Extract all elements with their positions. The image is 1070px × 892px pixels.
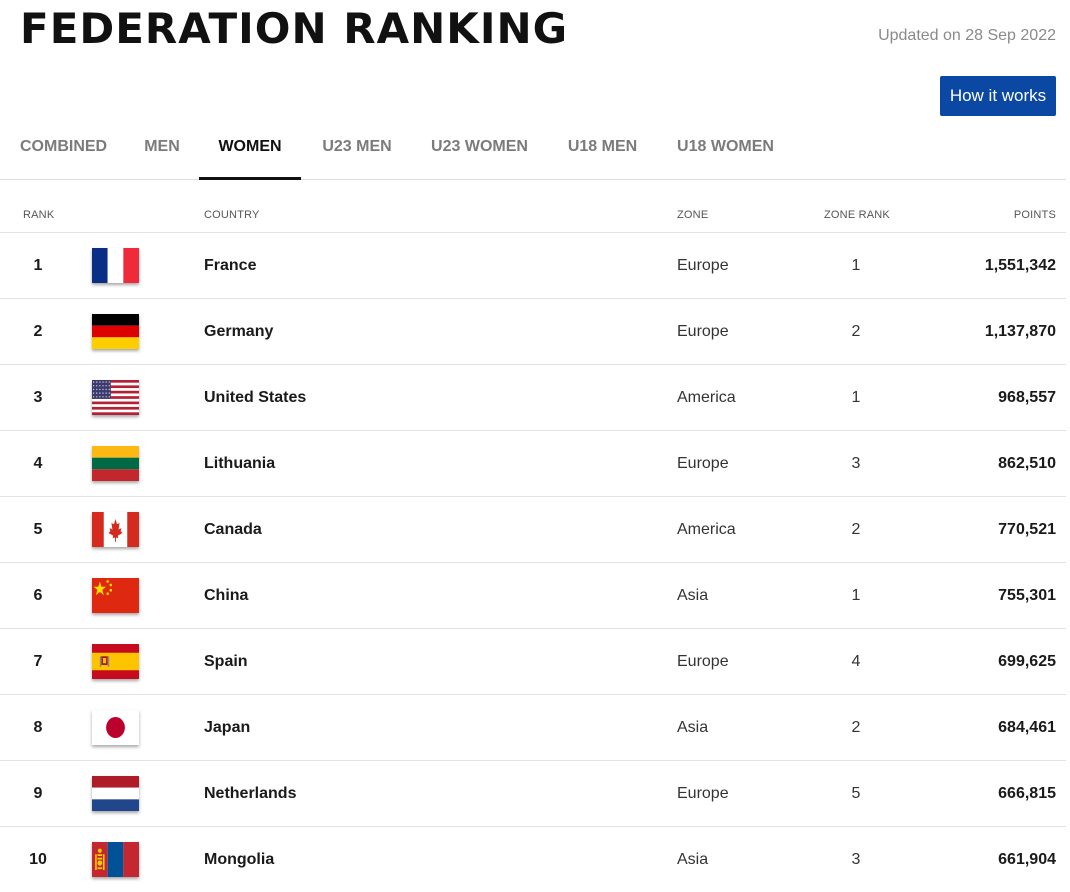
column-header-country[interactable]: COUNTRY <box>204 209 260 221</box>
points-cell: 1,137,870 <box>984 323 1056 340</box>
lithuania-flag-icon <box>92 446 139 481</box>
column-header-zone[interactable]: ZONE <box>677 209 709 221</box>
points-cell: 862,510 <box>998 455 1056 472</box>
table-row[interactable]: 4 Lithuania Europe 3 862,510 <box>0 431 1066 497</box>
zone-cell: Asia <box>677 851 709 868</box>
rank-cell: 6 <box>33 587 43 604</box>
rank-cell: 7 <box>33 653 43 670</box>
tab-women[interactable]: WOMEN <box>199 124 301 180</box>
zone-cell: Europe <box>677 257 729 274</box>
updated-date: Updated on 28 Sep 2022 <box>878 27 1056 44</box>
points-cell: 699,625 <box>998 653 1056 670</box>
spain-flag-icon <box>92 644 139 679</box>
rank-cell: 1 <box>33 257 43 274</box>
table-row[interactable]: 1 France Europe 1 1,551,342 <box>0 233 1066 299</box>
tab-u18-women[interactable]: U18 WOMEN <box>677 138 774 155</box>
china-flag-icon <box>92 578 139 613</box>
zone-cell: America <box>677 389 736 406</box>
country-name[interactable]: Germany <box>204 323 274 340</box>
zone-cell: Europe <box>677 653 729 670</box>
points-cell: 968,557 <box>998 389 1056 406</box>
zone-rank-cell: 2 <box>851 719 861 736</box>
country-name[interactable]: France <box>204 257 257 274</box>
column-header-rank[interactable]: RANK <box>23 209 55 221</box>
mongolia-flag-icon <box>92 842 139 877</box>
country-name[interactable]: Canada <box>204 521 262 538</box>
japan-flag-icon <box>92 710 139 745</box>
points-cell: 770,521 <box>998 521 1056 538</box>
country-name[interactable]: Japan <box>204 719 251 736</box>
zone-rank-cell: 4 <box>851 653 861 670</box>
tab-combined[interactable]: COMBINED <box>20 138 108 155</box>
points-cell: 661,904 <box>998 851 1056 868</box>
rank-cell: 10 <box>29 851 47 868</box>
zone-cell: Asia <box>677 719 709 736</box>
zone-rank-cell: 1 <box>851 389 861 406</box>
zone-cell: Europe <box>677 455 729 472</box>
canada-flag-icon <box>92 512 139 547</box>
zone-rank-cell: 3 <box>851 455 861 472</box>
rank-cell: 2 <box>33 323 43 340</box>
how-it-works-button[interactable]: How it works <box>940 76 1056 116</box>
tab-u18-men[interactable]: U18 MEN <box>567 138 638 155</box>
country-name[interactable]: Mongolia <box>204 851 275 868</box>
country-name[interactable]: Lithuania <box>204 455 276 472</box>
france-flag-icon <box>92 248 139 283</box>
table-row[interactable]: 8 Japan Asia 2 684,461 <box>0 695 1066 761</box>
column-header-points[interactable]: POINTS <box>1013 209 1056 221</box>
rank-cell: 5 <box>33 521 43 538</box>
table-row[interactable]: 9 Netherlands Europe 5 666,815 <box>0 761 1066 827</box>
table-header: RANK COUNTRY ZONE ZONE RANK POINTS <box>0 196 1066 233</box>
points-cell: 1,551,342 <box>984 257 1056 274</box>
category-tabs: COMBINED MEN WOMEN U23 MEN U23 WOMEN U18… <box>0 124 1066 180</box>
points-cell: 666,815 <box>998 785 1056 802</box>
rank-cell: 4 <box>33 455 43 472</box>
tab-men[interactable]: MEN <box>144 138 180 155</box>
zone-rank-cell: 5 <box>851 785 861 802</box>
usa-flag-icon <box>92 380 139 415</box>
country-name[interactable]: Netherlands <box>204 785 297 802</box>
zone-rank-cell: 1 <box>851 587 861 604</box>
points-cell: 684,461 <box>998 719 1056 736</box>
zone-cell: Europe <box>677 323 729 340</box>
zone-cell: Europe <box>677 785 729 802</box>
germany-flag-icon <box>92 314 139 349</box>
zone-rank-cell: 3 <box>851 851 861 868</box>
rank-cell: 8 <box>33 719 43 736</box>
page-title: FEDERATION RANKING <box>20 4 569 53</box>
table-row[interactable]: 7 Spain Europe 4 699,625 <box>0 629 1066 695</box>
country-name[interactable]: United States <box>204 389 307 406</box>
country-name[interactable]: China <box>204 587 249 604</box>
table-row[interactable]: 10 Mongolia Asia 3 661,904 <box>0 827 1066 892</box>
rank-cell: 9 <box>33 785 43 802</box>
netherlands-flag-icon <box>92 776 139 811</box>
zone-rank-cell: 2 <box>851 323 861 340</box>
zone-rank-cell: 2 <box>851 521 861 538</box>
zone-cell: America <box>677 521 736 538</box>
tab-u23-men[interactable]: U23 MEN <box>322 138 392 155</box>
zone-rank-cell: 1 <box>851 257 861 274</box>
zone-cell: Asia <box>677 587 709 604</box>
rank-cell: 3 <box>33 389 43 406</box>
table-row[interactable]: 2 Germany Europe 2 1,137,870 <box>0 299 1066 365</box>
ranking-table-body: 1 France Europe 1 1,551,342 2 Germany Europe 2 1,… <box>0 233 1066 892</box>
table-row[interactable]: 5 Canada America 2 770,521 <box>0 497 1066 563</box>
country-name[interactable]: Spain <box>204 653 248 670</box>
column-header-zone-rank[interactable]: ZONE RANK <box>824 209 890 221</box>
table-row[interactable]: 3 United States America 1 968,557 <box>0 365 1066 431</box>
points-cell: 755,301 <box>998 587 1056 604</box>
table-row[interactable]: 6 China Asia 1 755,301 <box>0 563 1066 629</box>
tab-u23-women[interactable]: U23 WOMEN <box>431 138 528 155</box>
